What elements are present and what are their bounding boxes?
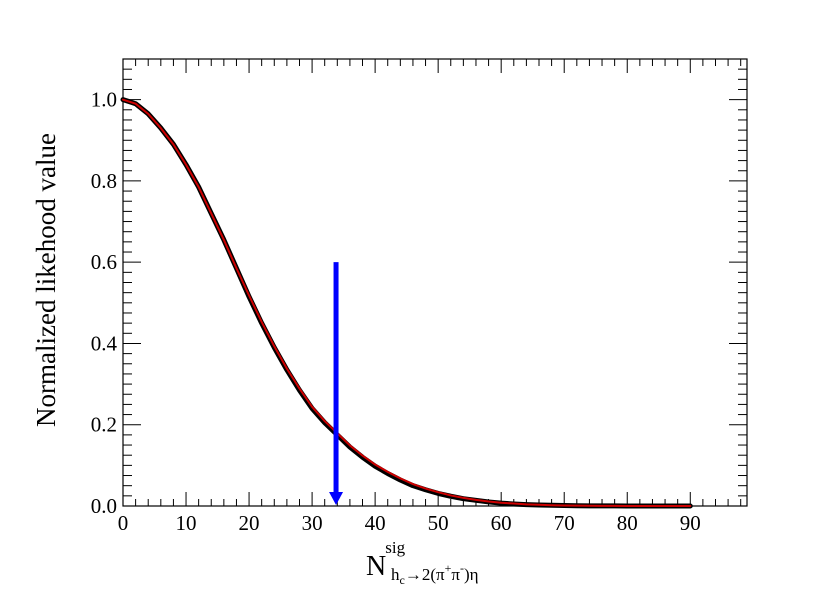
x-axis-title-sup: sig	[385, 538, 405, 557]
tick-labels: 0 10 20 30 40 50 60 70 80 90 0.0 0.2 0.4 0.6 0.8 1.0	[91, 88, 701, 535]
y-tick-label: 0.0	[91, 494, 117, 518]
x-tick-label: 30	[302, 511, 323, 535]
x-axis-title-sub-c: c	[400, 573, 405, 587]
y-axis-title: Normalized likehood value	[31, 133, 61, 427]
series-line-2	[122, 98, 692, 507]
x-tick-label: 60	[491, 511, 512, 535]
x-tick-label: 80	[617, 511, 638, 535]
x-tick-label: 10	[176, 511, 197, 535]
series-layer	[120, 97, 693, 509]
x-axis-title-sub-pi: π	[451, 565, 460, 584]
x-axis-title-sub-minus: -	[460, 561, 464, 575]
plot-frame	[122, 58, 748, 507]
x-tick-label: 0	[118, 511, 129, 535]
y-tick-label: 0.2	[91, 413, 117, 437]
x-axis-title-sub-plus: +	[445, 561, 452, 575]
y-tick-label: 0.8	[91, 169, 117, 193]
y-tick-label: 1.0	[91, 88, 117, 112]
x-axis-title-sub-arrow: →2(π	[405, 565, 445, 584]
series-line-1	[120, 97, 693, 509]
x-tick-label: 90	[680, 511, 701, 535]
y-tick-label: 0.6	[91, 250, 117, 274]
x-tick-label: 70	[554, 511, 575, 535]
limit-arrow-head	[329, 492, 344, 505]
x-axis-title: Nsig hc→2(π+π-)η	[366, 538, 479, 587]
y-tick-label: 0.4	[91, 331, 118, 355]
x-tick-label: 40	[365, 511, 386, 535]
x-axis-title-sub-end: )η	[464, 565, 479, 584]
x-axis-title-sub-h: h	[391, 565, 400, 584]
x-axis-title-main: N	[366, 551, 386, 582]
annotation-layer	[329, 262, 344, 505]
x-tick-label: 50	[428, 511, 449, 535]
axis-ticks	[122, 58, 747, 507]
x-tick-label: 20	[239, 511, 260, 535]
